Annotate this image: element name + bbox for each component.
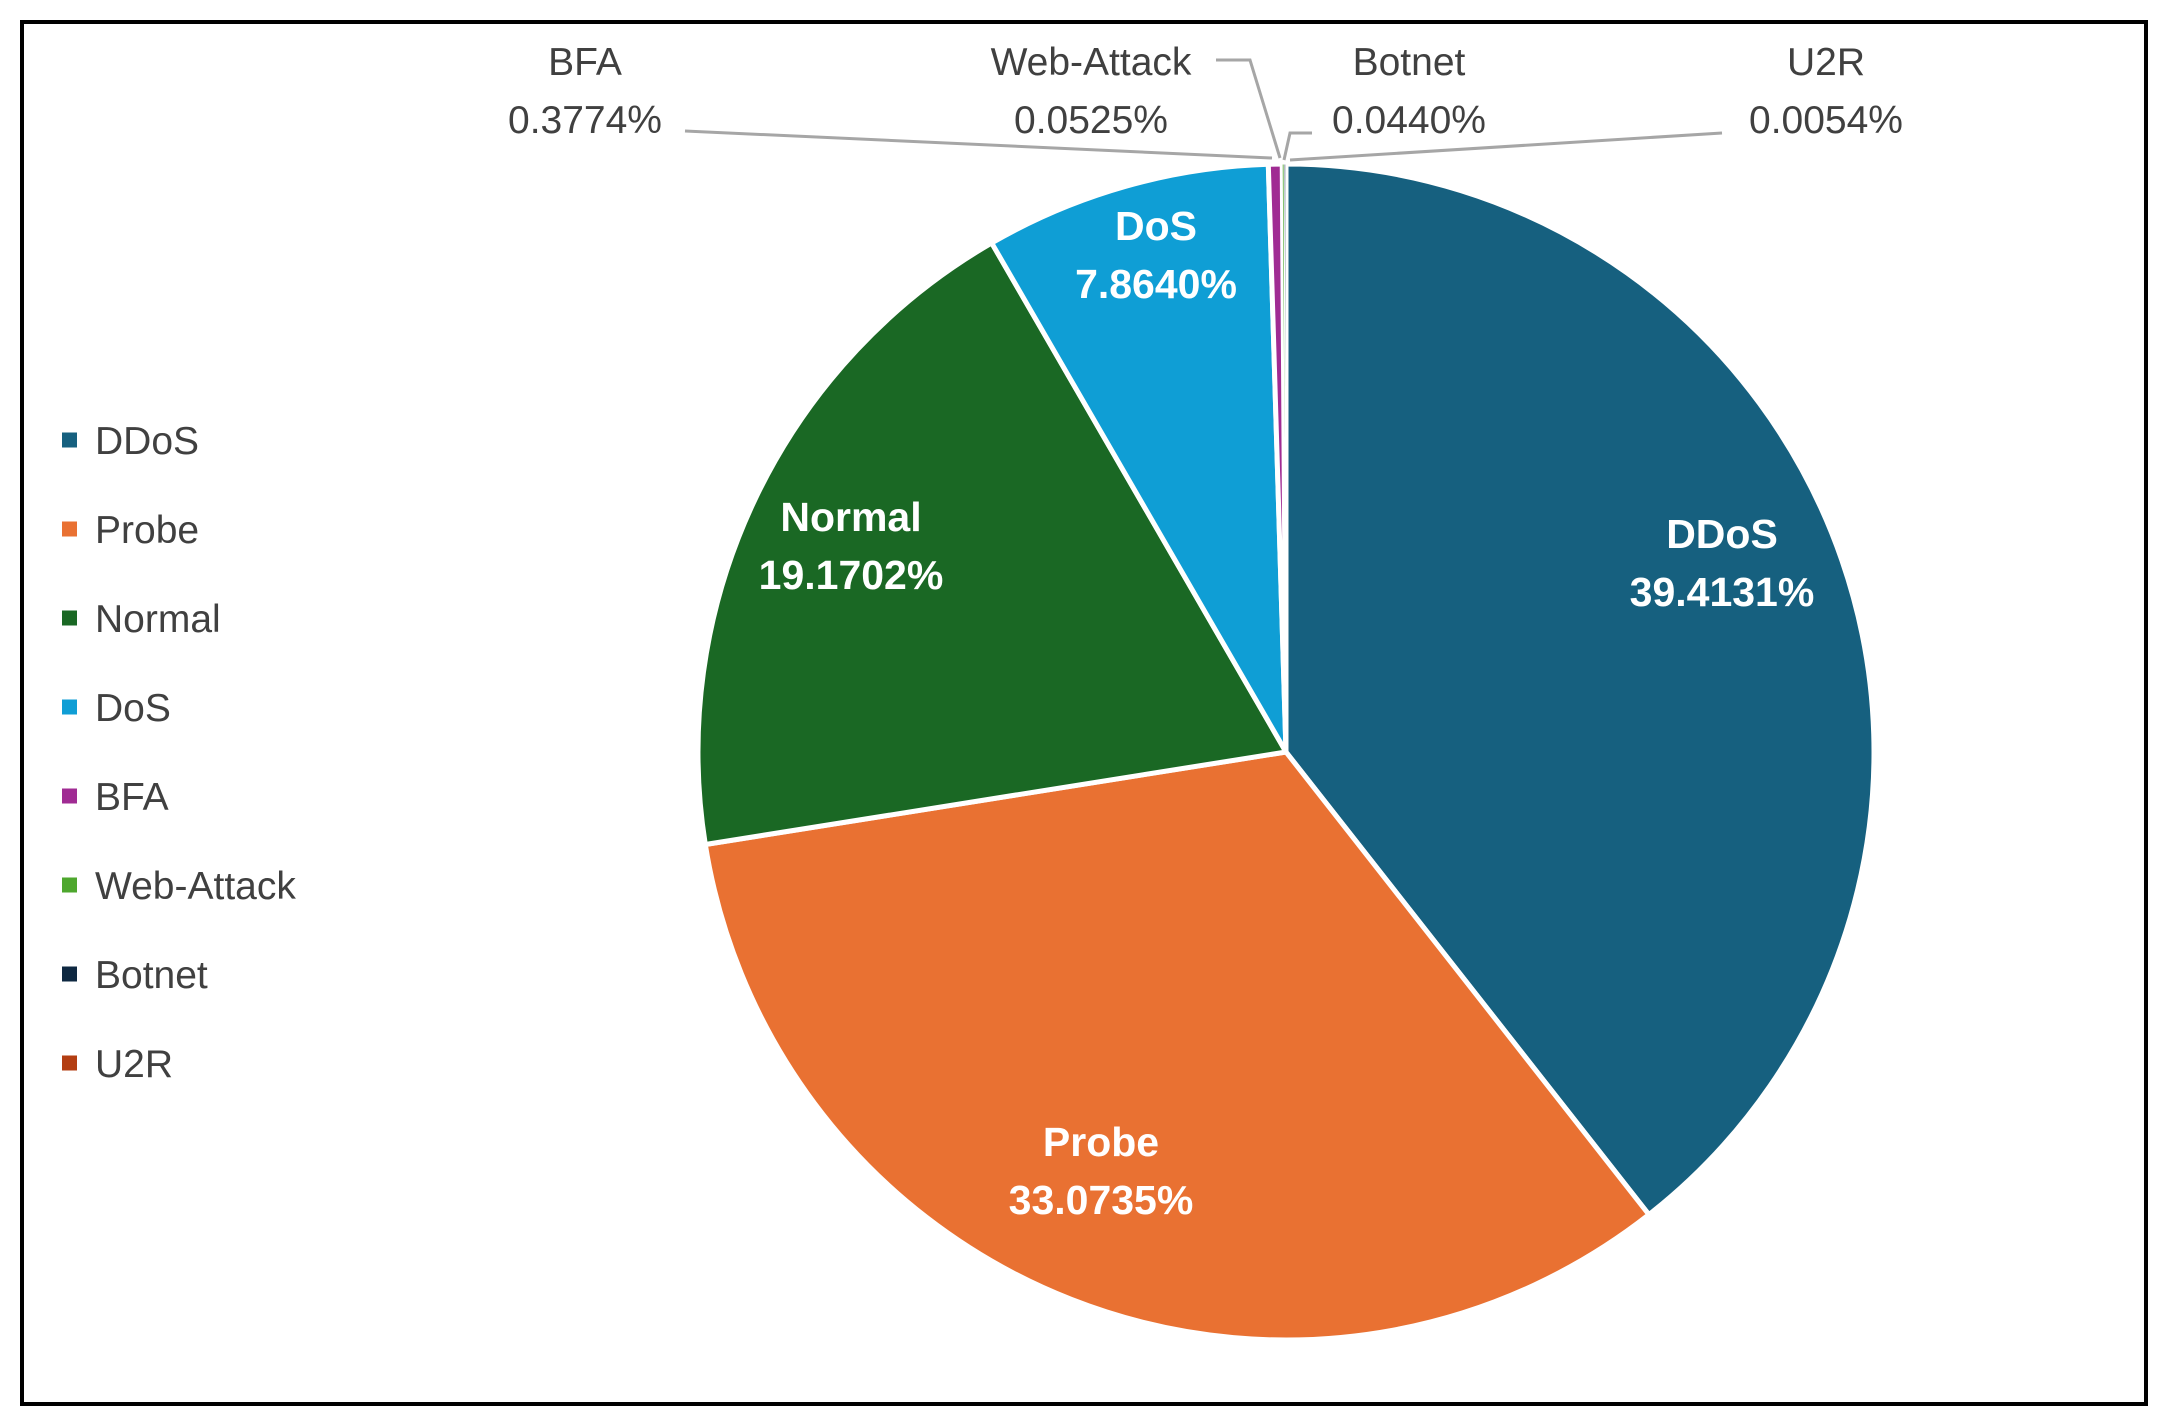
data-label-value-normal: 19.1702% xyxy=(759,552,944,598)
data-label-name-normal: Normal xyxy=(780,494,921,540)
data-label-value-u2r: 0.0054% xyxy=(1749,99,1903,142)
leader-line-u2r xyxy=(1289,131,1723,162)
legend-item-botnet: Botnet xyxy=(62,954,208,997)
data-label-value-bfa: 0.3774% xyxy=(508,99,662,142)
data-label-value-ddos: 39.4131% xyxy=(1630,569,1815,615)
legend-label-web-attack: Web-Attack xyxy=(95,865,296,908)
data-label-name-bfa: BFA xyxy=(548,41,622,84)
data-label-value-botnet: 0.0440% xyxy=(1332,99,1486,142)
data-label-name-botnet: Botnet xyxy=(1353,41,1466,84)
legend-label-normal: Normal xyxy=(95,598,221,641)
legend-swatch-ddos xyxy=(62,432,77,448)
legend-swatch-u2r xyxy=(62,1055,77,1071)
pie-slice-ddos xyxy=(1283,161,1877,1219)
pie-slice-dos xyxy=(988,161,1289,754)
data-labels: DDoS 39.4131% Probe 33.0735% Normal 19.1702% D… xyxy=(508,41,1903,1223)
data-label-value-probe: 33.0735% xyxy=(1009,1177,1194,1223)
data-label-name-web-attack: Web-Attack xyxy=(991,41,1192,84)
data-label-name-u2r: U2R xyxy=(1787,41,1865,84)
legend-swatch-dos xyxy=(62,699,77,715)
legend-label-dos: DoS xyxy=(95,687,171,730)
legend-item-probe: Probe xyxy=(62,509,199,552)
legend-label-ddos: DDoS xyxy=(95,420,199,463)
legend-item-web-attack: Web-Attack xyxy=(62,865,296,908)
leader-lines xyxy=(684,58,1723,162)
legend-label-botnet: Botnet xyxy=(95,954,208,997)
legend-swatch-botnet xyxy=(62,966,77,982)
data-label-name-dos: DoS xyxy=(1115,203,1197,249)
leader-line-web-attack xyxy=(1216,58,1282,159)
leader-line-bfa xyxy=(684,129,1273,160)
leader-line-botnet xyxy=(1282,131,1312,161)
data-label-value-web-attack: 0.0525% xyxy=(1014,99,1168,142)
data-label-name-probe: Probe xyxy=(1043,1119,1159,1165)
legend-item-dos: DoS xyxy=(62,687,171,730)
data-label-value-dos: 7.8640% xyxy=(1075,261,1237,307)
legend-swatch-bfa xyxy=(62,788,77,804)
legend-label-probe: Probe xyxy=(95,509,199,552)
legend-swatch-web-attack xyxy=(62,877,77,893)
legend-item-ddos: DDoS xyxy=(62,420,199,463)
legend-item-u2r: U2R xyxy=(62,1043,173,1086)
legend-item-bfa: BFA xyxy=(62,776,169,819)
pie-slice-normal xyxy=(695,239,1290,848)
pie-slices xyxy=(695,161,1877,1343)
legend-item-normal: Normal xyxy=(62,598,221,641)
pie-slice-probe xyxy=(702,749,1653,1343)
legend: DDoS Probe Normal DoS BFA Web-Attack Botnet U2R xyxy=(62,420,296,1086)
legend-label-u2r: U2R xyxy=(95,1043,173,1086)
legend-swatch-normal xyxy=(62,610,77,626)
data-label-name-ddos: DDoS xyxy=(1666,511,1778,557)
legend-swatch-probe xyxy=(62,521,77,537)
legend-label-bfa: BFA xyxy=(95,776,169,819)
